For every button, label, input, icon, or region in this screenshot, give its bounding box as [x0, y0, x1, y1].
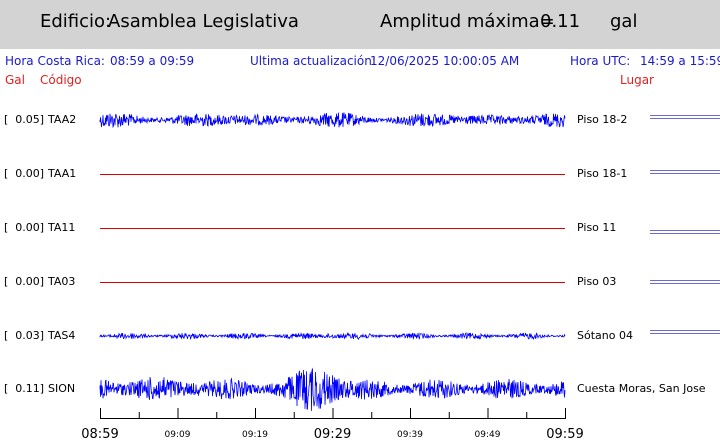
- local-time-range: 08:59 a 09:59: [110, 54, 195, 68]
- building-name: Asamblea Legislativa: [108, 11, 299, 32]
- channel-value: [ 0.00]: [4, 221, 45, 234]
- amplitude-label: Amplitud máxima=: [380, 11, 555, 32]
- gal-column-header: Gal: [5, 73, 25, 87]
- channel-value: [ 0.00]: [4, 167, 45, 180]
- channel-value: [ 0.11]: [4, 382, 45, 395]
- trace-signal-sion: [99, 367, 566, 411]
- channel-location: Piso 11: [577, 221, 617, 234]
- channel-location: Piso 03: [577, 275, 617, 288]
- time-tick-label: 09:19: [242, 430, 268, 440]
- channel-value: [ 0.05]: [4, 113, 45, 126]
- time-tick-label: 09:59: [546, 427, 584, 442]
- channel-location: Piso 18-2: [577, 113, 628, 126]
- amplitude-unit: gal: [610, 11, 638, 32]
- update-value: 12/06/2025 10:00:05 AM: [370, 54, 520, 68]
- update-label: Ultima actualización:: [250, 54, 376, 68]
- channel-location: Sótano 04: [577, 329, 633, 342]
- time-tick-label: 08:59: [81, 427, 119, 442]
- channel-value: [ 0.00]: [4, 275, 45, 288]
- building-label: Edificio:: [40, 11, 112, 32]
- utc-time-label: Hora UTC:: [570, 54, 631, 68]
- place-column-header: Lugar: [620, 73, 654, 87]
- channel-location: Piso 18-1: [577, 167, 628, 180]
- channel-code: TAA1: [48, 167, 77, 180]
- time-tick-label: 09:09: [164, 430, 191, 440]
- utc-time-range: 14:59 a 15:59: [640, 54, 720, 68]
- channel-code: TAA2: [48, 113, 77, 126]
- time-tick-label: 09:29: [313, 427, 352, 442]
- channel-code: SION: [48, 382, 76, 395]
- time-tick-label: 09:39: [397, 430, 423, 440]
- channel-code: TAS4: [48, 329, 76, 342]
- time-tick-label: 09:49: [474, 430, 501, 440]
- local-time-label: Hora Costa Rica:: [5, 54, 105, 68]
- trace-signal-taa2: [99, 112, 566, 129]
- channel-location: Cuesta Moras, San Jose: [577, 382, 706, 395]
- channel-code: TA11: [48, 221, 76, 234]
- amplitude-value: 0.11: [540, 11, 581, 32]
- page-header: Edificio: Asamblea Legislativa Amplitud …: [0, 0, 720, 49]
- trace-signal-tas4: [99, 331, 566, 341]
- code-column-header: Código: [40, 73, 82, 87]
- channel-code: TA03: [48, 275, 76, 288]
- channel-value: [ 0.03]: [4, 329, 45, 342]
